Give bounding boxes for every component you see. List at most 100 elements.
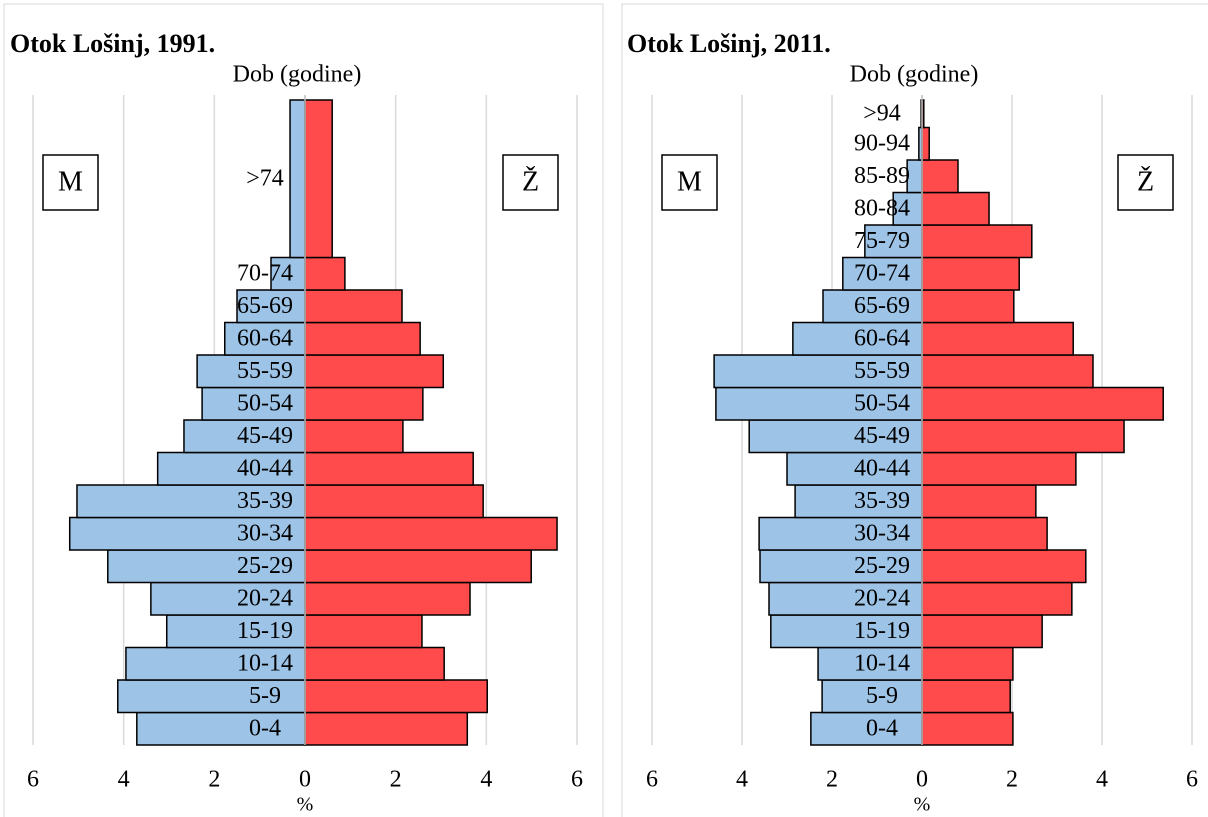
bar: [76, 484, 306, 519]
x-tick-label: 0: [916, 767, 928, 793]
legend-label: Ž: [522, 166, 539, 197]
category-label: 10-14: [237, 650, 293, 676]
bar: [921, 484, 1037, 519]
bar: [921, 711, 1014, 746]
category-label: 45-49: [237, 423, 293, 449]
category-label: 35-39: [854, 488, 910, 514]
bar: [304, 321, 421, 356]
category-label: 30-34: [237, 520, 293, 546]
bar: [304, 386, 424, 421]
bar: [304, 646, 445, 681]
chart-title: Otok Lošinj, 2011.: [627, 29, 831, 58]
bar: [921, 159, 959, 194]
bar: [748, 419, 923, 454]
bar: [713, 354, 923, 389]
bar: [921, 549, 1087, 584]
category-label: 25-29: [237, 553, 293, 579]
x-axis-label: %: [914, 794, 931, 816]
x-tick-label: 6: [571, 767, 583, 793]
bar: [236, 289, 306, 324]
bar: [921, 419, 1125, 454]
legend-label: M: [677, 166, 702, 197]
y-axis-label: Dob (godine): [850, 62, 979, 88]
category-label: 20-24: [854, 585, 910, 611]
x-tick-label: 2: [1006, 767, 1018, 793]
x-tick-label: 4: [118, 767, 130, 793]
category-label: 75-79: [854, 228, 910, 254]
bar: [921, 614, 1043, 649]
category-label: 25-29: [854, 553, 910, 579]
panel-frame: [3, 3, 604, 817]
bar: [304, 581, 471, 616]
bar: [921, 646, 1014, 681]
x-tick-label: 6: [646, 767, 658, 793]
bar: [864, 224, 923, 259]
bar: [921, 224, 1033, 259]
category-label: 55-59: [237, 358, 293, 384]
category-label: 5-9: [249, 683, 281, 709]
bar: [921, 126, 930, 161]
category-label: 10-14: [854, 650, 910, 676]
category-label: 30-34: [854, 520, 910, 546]
category-label: 65-69: [237, 293, 293, 319]
bar: [304, 419, 404, 454]
bar: [201, 386, 306, 421]
bar: [921, 581, 1073, 616]
x-tick-label: 2: [826, 767, 838, 793]
legend-label: M: [58, 166, 83, 197]
bar: [196, 354, 306, 389]
x-tick-label: 2: [390, 767, 402, 793]
category-label: 45-49: [854, 423, 910, 449]
category-label: 85-89: [854, 163, 910, 189]
category-label: 50-54: [854, 390, 910, 416]
y-axis-label: Dob (godine): [233, 62, 362, 88]
bar: [921, 451, 1077, 486]
bar: [304, 711, 469, 746]
bar: [921, 354, 1094, 389]
x-tick-label: 6: [27, 767, 39, 793]
legend-box: [502, 154, 559, 211]
category-label: 70-74: [237, 260, 293, 286]
category-label: 90-94: [854, 130, 910, 156]
bar: [921, 191, 990, 226]
bar: [304, 354, 445, 389]
x-tick-label: 6: [1186, 767, 1198, 793]
legend-box: [42, 154, 99, 211]
category-label: 40-44: [237, 455, 293, 481]
bar: [304, 289, 403, 324]
bar: [921, 679, 1011, 714]
category-label: 0-4: [866, 715, 898, 741]
legend-box: [1117, 154, 1174, 211]
bar: [758, 516, 923, 551]
bar: [921, 289, 1015, 324]
panel-frame: [621, 3, 1208, 817]
bar: [304, 484, 484, 519]
category-label: 80-84: [854, 195, 910, 221]
bar: [770, 614, 923, 649]
bar: [304, 679, 488, 714]
bar: [289, 99, 306, 259]
x-tick-label: 0: [299, 767, 311, 793]
category-label: 20-24: [237, 585, 293, 611]
category-label: 60-64: [854, 325, 910, 351]
category-label: 70-74: [854, 260, 910, 286]
category-label: 5-9: [866, 683, 898, 709]
bar: [304, 614, 423, 649]
bar: [304, 99, 333, 259]
category-label: 55-59: [854, 358, 910, 384]
bar: [921, 321, 1074, 356]
x-tick-label: 2: [208, 767, 220, 793]
x-tick-label: 4: [736, 767, 748, 793]
category-label: >94: [863, 100, 901, 126]
bar: [921, 516, 1048, 551]
category-label: 65-69: [854, 293, 910, 319]
bar: [921, 386, 1164, 421]
x-tick-label: 4: [480, 767, 492, 793]
category-label: 60-64: [237, 325, 293, 351]
category-label: >74: [246, 165, 284, 191]
x-tick-label: 4: [1096, 767, 1108, 793]
x-axis-label: %: [297, 794, 314, 816]
bar: [792, 321, 923, 356]
legend-label: Ž: [1137, 166, 1154, 197]
